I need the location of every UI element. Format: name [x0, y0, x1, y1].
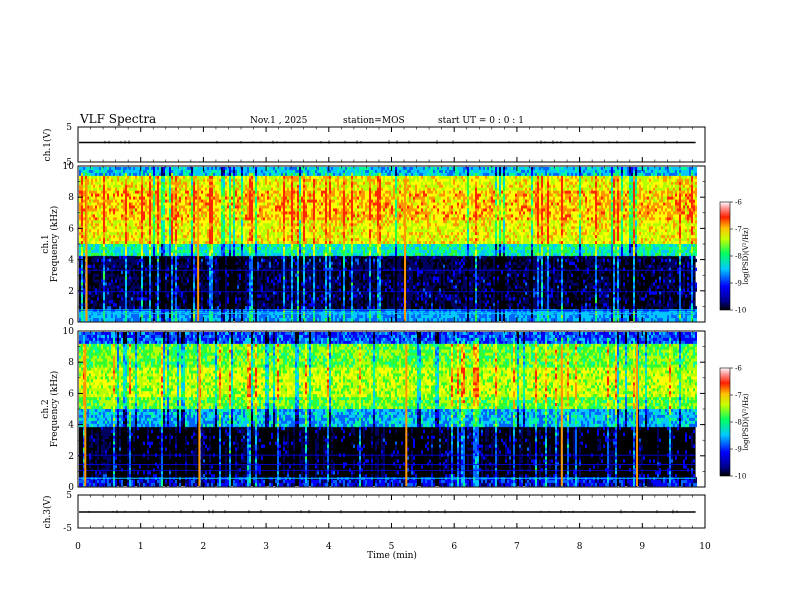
y-tick-label: 6	[68, 389, 74, 399]
start-ut-label: start UT = 0 : 0 : 1	[438, 116, 524, 126]
ch2-colorbar: -6 -7 -8 -9 -10 log(PSD)(V²/Hz)	[720, 365, 750, 481]
y-tick-label: 2	[68, 287, 74, 297]
x-tick-label: 9	[639, 542, 645, 552]
ch2-frequency-ylabel: Frequency (kHz)	[49, 371, 60, 448]
colorbar-tick-label: -10	[735, 307, 746, 315]
ch1-colorbar: -6 -7 -8 -9 -10 log(PSD)(V²/Hz)	[720, 199, 750, 315]
y-tick-label: 4	[68, 421, 74, 431]
colorbar-label: log(PSD)(V²/Hz)	[742, 227, 750, 284]
y-tick-label: 2	[68, 452, 74, 462]
y-tick-label: 10	[63, 327, 75, 337]
ch1-frequency-ylabel: Frequency (kHz)	[49, 206, 60, 283]
x-tick-label: 0	[75, 542, 81, 552]
spectrogram-ch1-image	[79, 167, 697, 321]
x-tick-label: 10	[699, 542, 711, 552]
x-axis-label: Time (min)	[367, 550, 417, 561]
x-tick-label: 3	[263, 542, 269, 552]
y-tick-label: 8	[68, 358, 74, 368]
colorbar-tick-label: -9	[735, 280, 742, 288]
colorbar-label: log(PSD)(V²/Hz)	[742, 393, 750, 450]
colorbar-tick-label: -7	[735, 392, 742, 400]
colorbar-tick-label: -8	[735, 419, 742, 427]
colorbar-tick-label: -7	[735, 226, 742, 234]
x-tick-label: 6	[451, 542, 457, 552]
x-tick-label: 7	[514, 542, 520, 552]
x-tick-label: 4	[326, 542, 332, 552]
colorbar-tick-label: -10	[735, 473, 746, 481]
spectrogram-ch2-image	[79, 332, 697, 486]
x-tick-label: 1	[138, 542, 144, 552]
y-tick-label: 5	[66, 123, 72, 133]
figure-title: VLF Spectra	[79, 112, 156, 126]
y-tick-label: 5	[66, 491, 72, 501]
y-tick-label: -5	[63, 524, 72, 534]
y-tick-label: 6	[68, 224, 74, 234]
colorbar-tick-label: -6	[735, 365, 742, 373]
colorbar-tick-label: -6	[735, 199, 742, 207]
colorbar-tick-label: -8	[735, 253, 742, 261]
ch3-waveform-ylabel: ch.3(V)	[42, 496, 53, 529]
x-tick-label: 2	[201, 542, 207, 552]
station-label: station=MOS	[343, 116, 405, 126]
x-tick-label: 8	[577, 542, 583, 552]
y-tick-label: 4	[68, 256, 74, 266]
colorbar-tick-label: -9	[735, 446, 742, 454]
ch1-waveform-panel	[78, 127, 705, 162]
y-tick-label: -5	[63, 158, 72, 168]
y-tick-label: 8	[68, 193, 74, 203]
date-label: Nov.1 , 2025	[250, 116, 308, 126]
ch1-waveform-ylabel: ch.1(V)	[42, 129, 53, 162]
